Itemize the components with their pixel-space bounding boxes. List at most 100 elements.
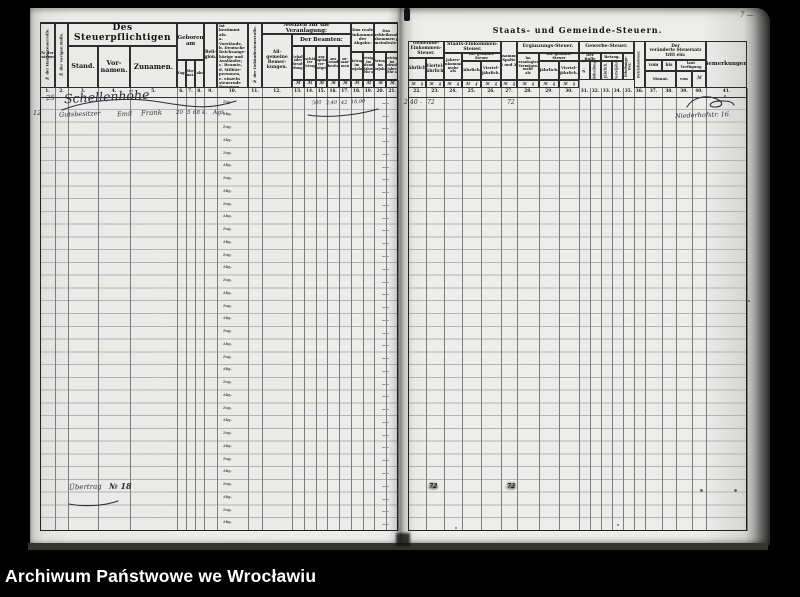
numbers-row-line [40, 97, 398, 98]
col-number: 24. [449, 89, 457, 95]
row-label-zugang: Zug. [223, 354, 232, 359]
col-number: 5. [151, 89, 156, 95]
grid-vline [517, 80, 518, 531]
col23-header: Viertel- jährlich. [426, 58, 444, 80]
currency-mark: ℳ [315, 80, 328, 88]
spine-mark-top [404, 8, 410, 21]
ditto-dash [382, 102, 389, 104]
archive-caption: Archiwum Państwowe we Wrocławiu [5, 566, 317, 586]
ditto-dash [382, 204, 389, 206]
ditto-dash [382, 141, 389, 143]
ditto-dash [382, 153, 389, 155]
currency-mark: ℳ [374, 80, 387, 88]
row-label-abgang: Abg. [223, 214, 232, 219]
grid-vline [634, 88, 635, 531]
currency-mark: ℳ [303, 80, 316, 88]
row-label-abgang: Abg. [223, 520, 232, 525]
group-reales-einkommen: Das reale Einkommen der Abgabe: [350, 22, 375, 52]
currency-mark-pair: ℳ ₰ [481, 80, 501, 88]
ditto-dash [382, 396, 389, 398]
grid-vline [55, 88, 56, 531]
ditto-dash [382, 230, 389, 232]
col37-header: vom [645, 60, 662, 71]
col-number: 8. [197, 89, 202, 95]
row-label-abgang: Abg. [223, 392, 232, 397]
grid-vline [327, 80, 329, 531]
ditto-dash [382, 472, 389, 474]
left-table-body [40, 97, 398, 531]
col-number: 23. [431, 89, 439, 95]
col26-header: Viertel- jährlich. [481, 61, 501, 80]
row-label-zugang: Zug. [223, 252, 232, 257]
ditto-dash [382, 128, 389, 130]
grid-vline [601, 88, 602, 531]
ditto-dash [382, 460, 389, 462]
col-number: 13. [294, 89, 302, 95]
entry-rollno-a: 25 [45, 93, 56, 103]
ditto-dash [382, 332, 389, 334]
currency-mark-pair: ℳ ₰ [559, 80, 579, 88]
grid-vline [248, 88, 249, 531]
group-veraenderter-steuersatz: Der veränderte Steuersatz tritt ein: [645, 41, 706, 60]
col-number: 7. [188, 89, 193, 95]
col-number: 19. [364, 89, 373, 95]
col33-header: Jährlich. [601, 61, 612, 80]
foxing-speck [617, 524, 619, 526]
col-number: 29. [545, 89, 553, 95]
ditto-dash [382, 192, 389, 194]
page-bottom-edge [28, 543, 768, 550]
row-label-zugang: Zug. [223, 176, 232, 181]
group-betrag: Betrag. [601, 53, 623, 61]
entry-c23-dash: · [420, 100, 422, 107]
col1-header: № der Hauptsteuerrolle. [40, 22, 55, 88]
row-label-zugang: Zug. [223, 125, 232, 130]
row-label-abgang: Abg. [223, 188, 232, 193]
ditto-dash [382, 447, 389, 449]
row-label-abgang: Abg. [223, 137, 232, 142]
col-number: 27. [505, 89, 513, 95]
col-number: 3. [80, 89, 86, 95]
currency-mark-pair: ℳ ₰ [462, 80, 481, 88]
ditto-dash [382, 319, 389, 321]
entry-col27-sum: 72 [504, 483, 519, 491]
grid-vline [398, 80, 399, 531]
flourish-bemerkung-loop [684, 94, 736, 111]
entry-c27-total: 72 [507, 99, 515, 106]
entry-geb-jahr: 68 [193, 110, 200, 116]
group-notizen: Notizen für die Veranlagung: [262, 22, 351, 34]
entry-col23-sum: 72 [426, 483, 441, 491]
col14-header: geschätz- ter Ertrag [303, 46, 316, 80]
flourish-uebertrag-underline [68, 492, 120, 507]
grid-vline [579, 80, 580, 531]
col-number: 9. [208, 89, 213, 95]
col-number: 32. [591, 89, 600, 95]
entry-c22-pf: 40 [410, 99, 418, 106]
row-label-zugang: Zug. [223, 456, 232, 461]
grid-vline [374, 80, 376, 531]
grid-vline [590, 88, 591, 531]
grid-vline [303, 80, 305, 531]
numbers-row-line [408, 97, 747, 98]
col-number: 26. [487, 89, 495, 95]
grid-vline [645, 88, 646, 531]
foxing-speck [734, 489, 737, 492]
col-number: 34. [613, 89, 622, 95]
group-geboren: Geboren am [177, 22, 204, 60]
row-label-zugang: Zug. [223, 201, 232, 206]
col20-header: Betrag im Vorjahre [374, 52, 387, 80]
row-label-abgang: Abg. [223, 418, 232, 423]
row-label-zugang: Zug. [223, 150, 232, 155]
grid-vline [676, 88, 677, 531]
group-laut-verfuegung: laut Verfügung [676, 60, 706, 71]
col24-header: Jahres- Einkommen mehr als [444, 53, 462, 80]
entry-rollno-b: 12 [33, 109, 42, 117]
row-label-zugang: Zug. [223, 303, 232, 308]
ditto-dash [382, 409, 389, 411]
col-number: 4. [111, 89, 117, 95]
col39-sub: von [676, 71, 692, 88]
entry-geb-tag: 20 [176, 110, 183, 116]
col18-header: Betrag im Vorjahre [350, 52, 363, 80]
entry-c23-pf: 72 [427, 99, 435, 106]
grid-vline [262, 88, 263, 531]
